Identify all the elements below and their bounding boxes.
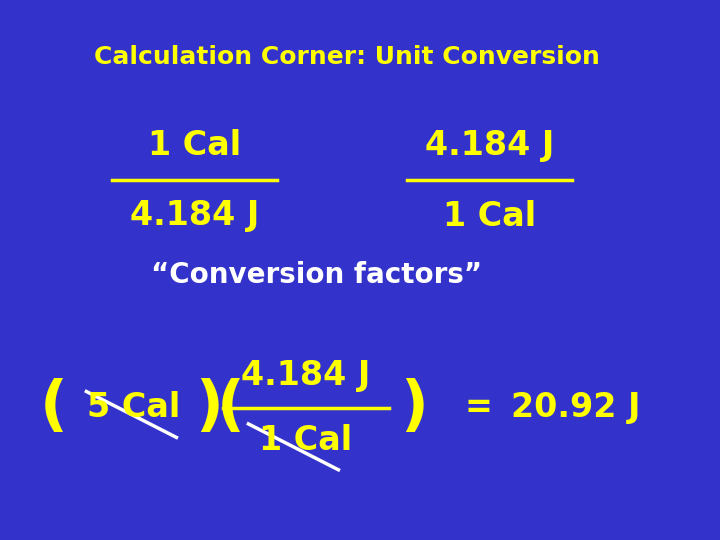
Text: Calculation Corner: Unit Conversion: Calculation Corner: Unit Conversion <box>94 45 600 69</box>
Text: (: ( <box>40 378 68 437</box>
Text: 5 Cal: 5 Cal <box>86 391 180 424</box>
Text: 4.184 J: 4.184 J <box>241 359 371 392</box>
Text: 4.184 J: 4.184 J <box>130 199 259 233</box>
Text: 20.92 J: 20.92 J <box>511 391 641 424</box>
Text: 1 Cal: 1 Cal <box>259 423 353 457</box>
Text: ): ) <box>400 378 428 437</box>
Text: 4.184 J: 4.184 J <box>425 129 554 163</box>
Text: 1 Cal: 1 Cal <box>148 129 241 163</box>
Text: ): ) <box>195 378 222 437</box>
Text: “Conversion factors”: “Conversion factors” <box>151 261 482 289</box>
Text: =: = <box>465 391 492 424</box>
Text: 1 Cal: 1 Cal <box>443 199 536 233</box>
Text: (: ( <box>217 378 244 437</box>
